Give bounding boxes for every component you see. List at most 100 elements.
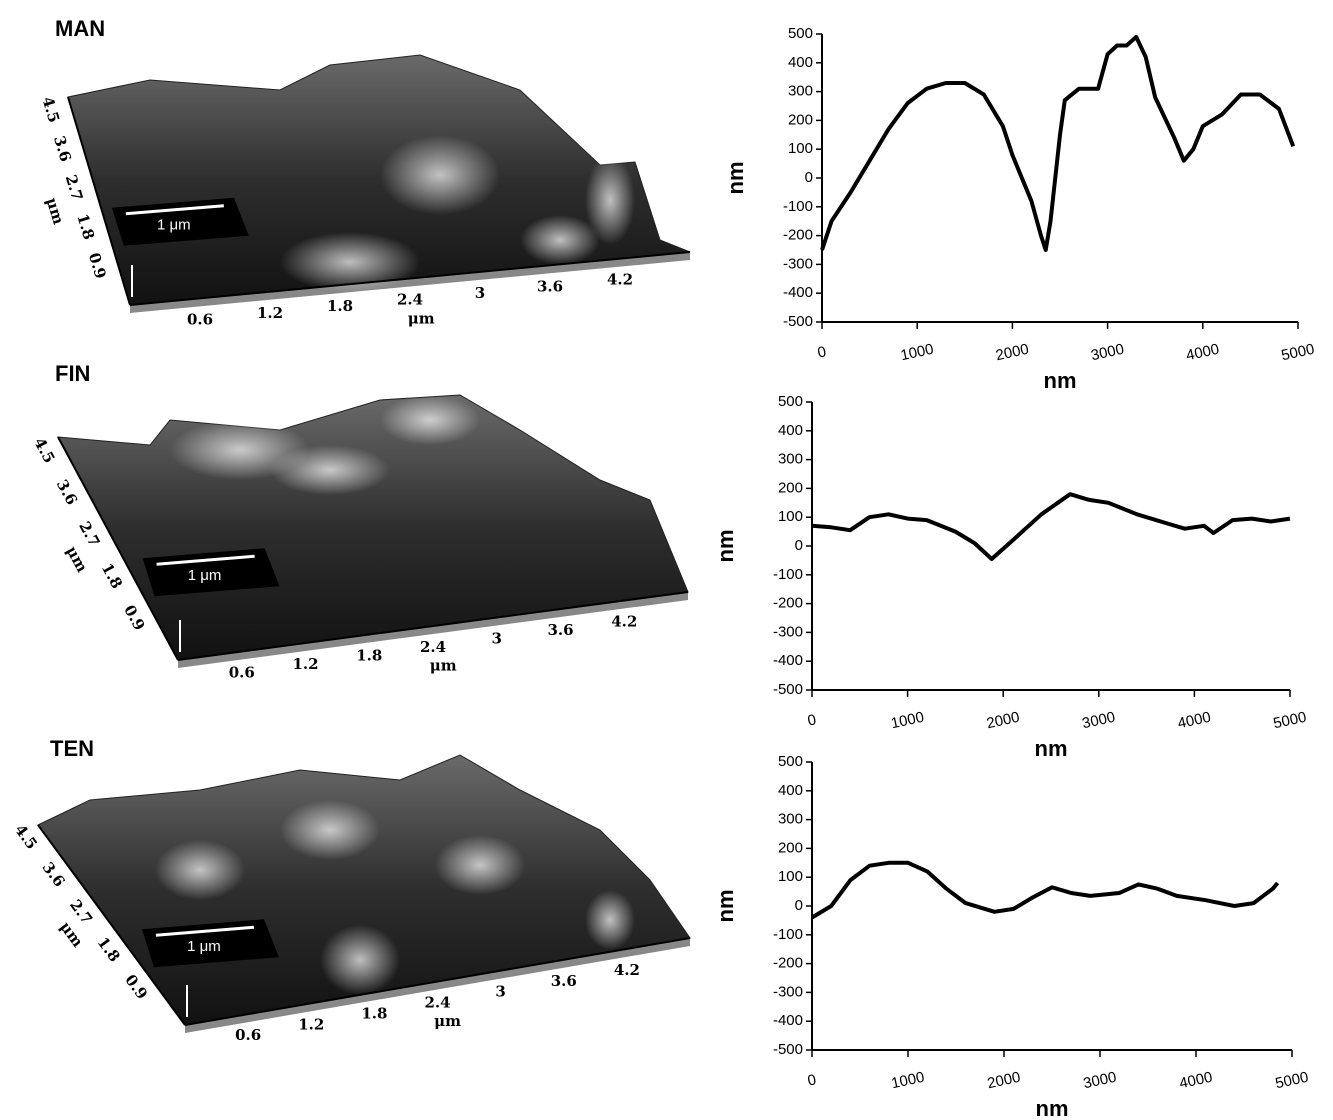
y-tick-label: 300 [778,451,803,468]
y-tick-label: 100 [778,508,803,525]
afm-y-tick-label: 4.5 [30,435,58,467]
afm-x-tick-label: 1.8 [356,647,382,665]
afm-y-tick-label: 3.6 [53,477,81,509]
afm-highlight [435,835,525,895]
afm-x-tick-label: 3 [492,630,502,648]
profile-line [811,492,1291,561]
y-tick-label: 200 [788,111,813,128]
x-tick-label: 3000 [1089,341,1125,365]
afm-y-axis [37,824,186,1026]
afm-x-axis [177,591,689,661]
afm-x-tick-label: 3.6 [551,972,577,990]
afm-surface [57,394,689,661]
scale-bar-box [141,919,279,968]
y-tick-label: 100 [778,868,803,885]
panel-label: FIN [55,361,90,386]
afm-y-tick-label: 1.8 [73,212,98,242]
y-tick-label: -100 [773,566,803,583]
afm-y-tick-label: 0.9 [120,602,148,634]
afm-y-tick-label: 4.5 [11,821,41,853]
scale-bar-label: 1 μm [187,938,221,955]
afm-x-tick-label: 2.4 [420,638,446,656]
x-tick-label: 1000 [890,1069,926,1093]
afm-x-tick-label: 2.4 [397,291,423,309]
y-axis-label: nm [713,530,738,563]
y-tick-label: 500 [788,25,813,42]
afm-x-tick-label: 4.2 [611,613,637,631]
y-tick-label: -500 [783,313,813,330]
y-tick-label: 300 [788,83,813,100]
scale-bar-box [111,197,249,246]
afm-base [185,938,690,1033]
y-axis-label: nm [723,162,748,195]
y-tick-label: -100 [783,198,813,215]
afm-x-tick-label: 4.2 [614,961,640,979]
y-tick-label: -500 [773,681,803,698]
x-tick-label: 0 [816,343,828,361]
afm-x-tick-label: 3 [495,983,505,1001]
afm-y-tick-label: 2.7 [62,173,87,203]
afm-x-label: μm [434,1012,461,1030]
afm-x-label: μm [408,309,435,327]
afm-highlight [270,445,390,495]
afm-x-label: μm [430,657,457,675]
afm-x-tick-label: 1.8 [361,1004,387,1022]
x-tick-label: 5000 [1272,709,1308,733]
y-tick-label: -300 [773,623,803,640]
afm-base [178,592,688,668]
profile-line [820,34,1296,252]
afm-y-label: μm [43,196,68,227]
y-tick-label: -400 [773,652,803,669]
y-tick-label: 400 [788,54,813,71]
afm-y-tick-label: 3.6 [39,859,69,891]
y-tick-label: -400 [773,1012,803,1029]
y-tick-label: -300 [783,255,813,272]
scale-bar [155,925,255,937]
afm-x-tick-label: 0.6 [229,664,255,682]
afm-y-tick-label: 1.8 [94,934,124,966]
afm-x-tick-label: 2.4 [424,994,450,1012]
x-tick-label: 4000 [1178,1069,1214,1093]
y-tick-label: -400 [783,284,813,301]
x-tick-label: 1000 [889,709,925,733]
afm-highlight [380,135,500,215]
afm-highlight [280,800,380,860]
x-tick-label: 5000 [1280,341,1316,365]
panel-label: TEN [50,736,94,761]
y-tick-label: 0 [795,897,803,914]
y-tick-label: -500 [773,1041,803,1058]
x-tick-label: 1000 [899,341,935,365]
scale-bar [156,554,255,566]
afm-highlight [380,395,480,445]
afm-highlight [520,215,600,265]
afm-y-tick-label: 0.9 [121,971,151,1003]
afm-x-tick-label: 1.2 [298,1015,324,1033]
y-tick-label: 200 [778,479,803,496]
scale-bar-box [142,548,280,597]
profile-line [810,860,1280,920]
y-tick-label: 500 [778,393,803,410]
y-tick-label: -200 [783,227,813,244]
afm-y-tick-label: 0.9 [85,251,110,281]
y-tick-label: 100 [788,140,813,157]
x-tick-label: 3000 [1082,1069,1118,1093]
afm-x-tick-label: 4.2 [607,271,633,289]
y-tick-label: -200 [773,955,803,972]
x-tick-label: 2000 [986,1069,1022,1093]
x-axis-label: nm [1044,368,1077,393]
y-tick-label: -100 [773,926,803,943]
afm-x-tick-label: 0.6 [235,1026,261,1044]
x-axis-label: nm [1036,1096,1069,1120]
y-tick-label: -300 [773,983,803,1000]
afm-highlight [155,840,245,900]
y-tick-label: -200 [773,595,803,612]
afm-x-tick-label: 3.6 [537,277,563,295]
y-tick-label: 200 [778,839,803,856]
afm-x-tick-label: 1.2 [257,304,283,322]
y-tick-label: 0 [805,169,813,186]
afm-x-tick-label: 3 [475,284,485,302]
y-tick-label: 500 [778,753,803,770]
afm-y-tick-label: 3.6 [50,134,75,164]
afm-y-axis [67,96,131,306]
x-tick-label: 0 [806,1071,818,1089]
